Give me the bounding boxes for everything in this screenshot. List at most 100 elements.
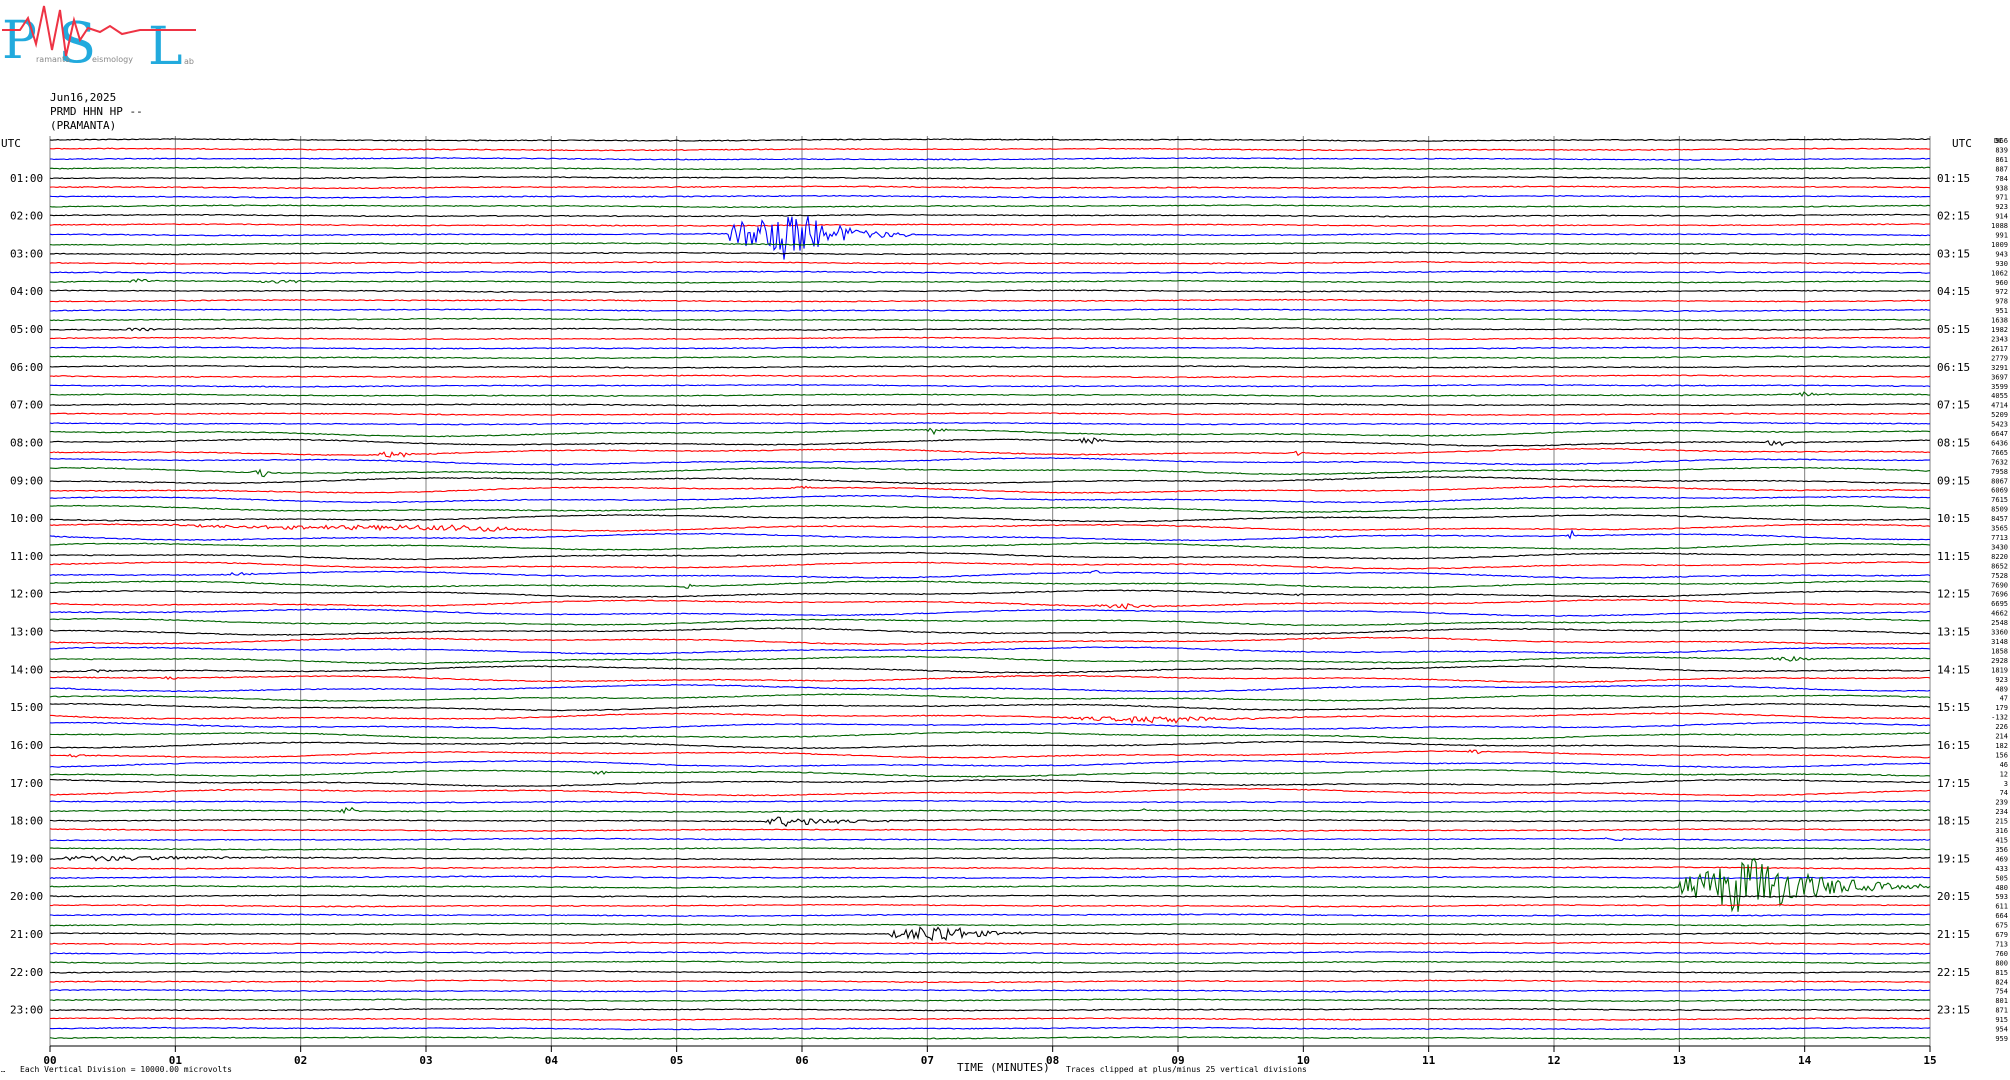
trace-line bbox=[49, 875, 1931, 880]
left-time-label: 02:00 bbox=[10, 210, 43, 223]
dc-offset-label: 930 bbox=[1995, 260, 2008, 268]
dc-offset-label: 505 bbox=[1995, 874, 2008, 882]
right-time-labels: 01:15 02:15 03:15 04:15 05:15 06:15 07:15 08:15… bbox=[1937, 172, 1970, 1017]
x-tick-label: 11 bbox=[1422, 1054, 1436, 1067]
dc-offset-label: 951 bbox=[1995, 307, 2008, 315]
dc-offset-label: 593 bbox=[1995, 893, 2008, 901]
dc-offset-label: 923 bbox=[1995, 676, 2008, 684]
trace-line bbox=[49, 213, 1930, 218]
trace-line bbox=[50, 157, 1931, 161]
right-time-label: 20:15 bbox=[1937, 890, 1970, 903]
dc-offset-label: 469 bbox=[1995, 855, 2008, 863]
trace-line bbox=[49, 828, 1931, 832]
dc-offset-label: 239 bbox=[1995, 799, 2008, 807]
trace-line bbox=[49, 494, 1931, 504]
logo-letter-p: P bbox=[2, 11, 37, 71]
trace-line bbox=[49, 617, 1931, 627]
right-time-label: 11:15 bbox=[1937, 550, 1970, 563]
trace-line bbox=[49, 769, 1931, 778]
right-axis-title: UTC bbox=[1952, 137, 1972, 150]
x-axis-title: TIME (MINUTES) bbox=[957, 1061, 1050, 1074]
dc-offset-label: 871 bbox=[1995, 1007, 2008, 1015]
dc-offset-label: 815 bbox=[1995, 969, 2008, 977]
trace-line bbox=[49, 636, 1930, 646]
trace-line bbox=[49, 951, 1931, 955]
trace-line bbox=[49, 749, 1931, 759]
right-time-label: 06:15 bbox=[1937, 361, 1970, 374]
x-tick-label: 05 bbox=[670, 1054, 683, 1067]
left-time-label: 18:00 bbox=[10, 815, 43, 828]
trace-line bbox=[49, 402, 1931, 407]
trace-line bbox=[49, 412, 1931, 416]
trace-line bbox=[49, 740, 1931, 750]
dc-offset-label: 215 bbox=[1995, 818, 2008, 826]
trace-line bbox=[49, 969, 1931, 974]
dc-offset-label: 972 bbox=[1995, 288, 2008, 296]
right-time-label: 15:15 bbox=[1937, 701, 1970, 714]
trace-line bbox=[49, 529, 1931, 542]
trace-line bbox=[49, 693, 1931, 702]
trace-line bbox=[49, 427, 1931, 438]
trace-line bbox=[49, 261, 1931, 265]
dc-offset-label: 3599 bbox=[1991, 383, 2008, 391]
dc-offset-label: 5209 bbox=[1991, 411, 2008, 419]
dc-offset-label: 2928 bbox=[1991, 657, 2008, 665]
dc-offset-label: 226 bbox=[1995, 723, 2008, 731]
dc-offset-label: 6647 bbox=[1991, 430, 2008, 438]
dc-offset-label: 7665 bbox=[1991, 449, 2008, 457]
trace-line bbox=[49, 289, 1931, 294]
trace-line bbox=[49, 778, 1931, 787]
dc-offset-label: 182 bbox=[1995, 742, 2008, 750]
dc-offset-label: 316 bbox=[1995, 827, 2008, 835]
trace-line bbox=[49, 988, 1931, 993]
dc-offset-label: 3148 bbox=[1991, 638, 2008, 646]
x-tick-label: 14 bbox=[1798, 1054, 1812, 1067]
trace-line bbox=[49, 855, 1931, 862]
dc-offset-label: 1062 bbox=[1991, 269, 2008, 277]
trace-line bbox=[49, 865, 1931, 870]
trace-line bbox=[49, 223, 1931, 227]
dc-offset-label: 923 bbox=[1995, 203, 2008, 211]
trace-line bbox=[50, 646, 1931, 655]
trace-line bbox=[49, 1026, 1931, 1031]
dc-offset-label: 824 bbox=[1995, 978, 2008, 986]
right-time-label: 12:15 bbox=[1937, 588, 1970, 601]
trace-line bbox=[49, 702, 1930, 712]
trace-line bbox=[49, 298, 1931, 303]
trace-line bbox=[49, 447, 1931, 458]
dc-offset-label: 433 bbox=[1995, 865, 2008, 873]
dc-offset-label: 3291 bbox=[1991, 364, 2008, 372]
trace-line bbox=[49, 941, 1931, 946]
dc-offset-label: 4055 bbox=[1991, 392, 2008, 400]
trace-line bbox=[49, 346, 1931, 350]
dc-offset-label: 356 bbox=[1995, 846, 2008, 854]
right-time-label: 08:15 bbox=[1937, 436, 1970, 449]
dc-offset-label: 6069 bbox=[1991, 487, 2008, 495]
right-time-label: 16:15 bbox=[1937, 739, 1970, 752]
left-time-label: 12:00 bbox=[10, 588, 43, 601]
left-time-label: 19:00 bbox=[10, 852, 43, 865]
dc-offset-label: 959 bbox=[1995, 1035, 2008, 1043]
dc-offset-label: 6695 bbox=[1991, 600, 2008, 608]
right-time-label: 18:15 bbox=[1937, 815, 1970, 828]
left-time-label: 08:00 bbox=[10, 436, 43, 449]
trace-line bbox=[50, 712, 1931, 725]
trace-line bbox=[49, 806, 1931, 815]
dc-offset-label: 971 bbox=[1995, 194, 2008, 202]
logo-word-ab: ab bbox=[184, 57, 194, 66]
trace-line bbox=[49, 1017, 1931, 1021]
trace-line bbox=[50, 436, 1931, 447]
trace-line bbox=[49, 391, 1931, 397]
dc-offset-label: 7958 bbox=[1991, 468, 2008, 476]
dc-offset-label: 3697 bbox=[1991, 373, 2008, 381]
header-station: PRMD HHN HP -- bbox=[50, 105, 143, 118]
dc-offset-label: 1858 bbox=[1991, 647, 2008, 655]
trace-line bbox=[49, 589, 1931, 598]
dc-offset-label: 611 bbox=[1995, 903, 2008, 911]
trace-line bbox=[49, 504, 1931, 513]
dc-offset-label: 960 bbox=[1995, 279, 2008, 287]
vertical-division-note: Each Vertical Division = 10000.00 microv… bbox=[20, 1065, 232, 1074]
dc-offset-label: 7696 bbox=[1991, 591, 2008, 599]
dc-offset-label: 3 bbox=[2004, 780, 2008, 788]
right-time-label: 13:15 bbox=[1937, 626, 1970, 639]
